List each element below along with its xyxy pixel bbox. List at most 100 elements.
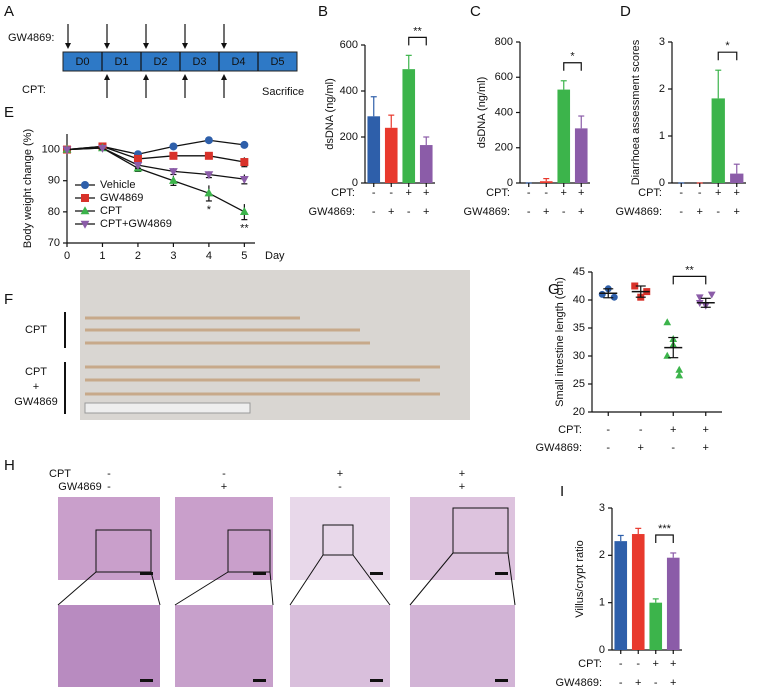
significance-bracket: [408, 36, 427, 46]
condition-sign: +: [670, 658, 676, 670]
marker: [675, 365, 684, 373]
marker: [707, 291, 716, 299]
group-label: CPT: [25, 324, 47, 336]
histology: [410, 497, 515, 580]
condition-sign: +: [459, 481, 465, 493]
x-tick-label: 5: [241, 250, 247, 262]
marker: [675, 371, 684, 379]
condition-sign: +: [638, 442, 644, 454]
y-tick-label: 600: [495, 71, 513, 83]
legend-label: GW4869: [100, 192, 143, 204]
y-tick-label: 200: [495, 142, 513, 154]
condition-sign: -: [619, 658, 623, 670]
row-label: GW4869:: [8, 32, 54, 44]
condition-sign: +: [423, 187, 429, 199]
significance-label: ***: [658, 523, 672, 535]
x-tick-label: 3: [170, 250, 176, 262]
condition-sign: -: [562, 206, 566, 218]
panel-letter: F: [4, 291, 13, 308]
condition-sign: -: [636, 658, 640, 670]
y-tick-label: 0: [599, 644, 605, 656]
significance-label: *: [570, 51, 575, 63]
legend-label: CPT: [100, 205, 122, 217]
condition-sign: -: [389, 187, 393, 199]
y-axis-label: Diarrhoea assessment scores: [630, 39, 642, 185]
scale-bar: [253, 679, 266, 682]
scale-bar: [370, 679, 383, 682]
condition-name: CPT:: [638, 187, 662, 199]
y-tick-label: 30: [573, 350, 585, 362]
y-tick-label: 70: [48, 237, 60, 249]
marker: [663, 351, 672, 359]
annotation: *: [207, 204, 212, 216]
histology: [410, 605, 515, 687]
significance-label: **: [413, 25, 422, 37]
condition-name: CPT: [49, 468, 71, 480]
bar: [649, 602, 663, 650]
series-line: [66, 145, 245, 163]
panel-letter: G: [548, 281, 560, 298]
significance-bracket: [717, 51, 738, 61]
bar: [614, 541, 628, 650]
marker: [98, 144, 107, 153]
marker: [239, 175, 249, 184]
condition-sign: -: [372, 206, 376, 218]
marker: [610, 293, 618, 301]
condition-sign: -: [407, 206, 411, 218]
condition-sign: +: [703, 442, 709, 454]
x-tick-label: 0: [64, 250, 70, 262]
y-tick-label: 1: [659, 130, 665, 142]
panel-letter: E: [4, 104, 14, 121]
panel-letter: I: [560, 483, 564, 500]
day-label: D4: [231, 56, 245, 68]
bar: [711, 98, 725, 183]
x-tick-label: 2: [135, 250, 141, 262]
condition-sign: +: [388, 206, 394, 218]
condition-sign: +: [578, 206, 584, 218]
series-line: [66, 147, 245, 180]
day-label: D3: [192, 56, 206, 68]
marker: [62, 146, 72, 155]
marker: [169, 142, 178, 151]
condition-sign: +: [543, 206, 549, 218]
condition-sign: -: [372, 187, 376, 199]
marker: [663, 318, 672, 326]
condition-sign: -: [654, 677, 658, 689]
row-label: CPT:: [22, 84, 46, 96]
y-tick-label: 3: [599, 502, 605, 514]
marker: [240, 158, 249, 167]
condition-name: GW4869:: [556, 677, 602, 689]
condition-sign: +: [337, 468, 343, 480]
condition-sign: +: [697, 206, 703, 218]
arrow-head: [104, 74, 110, 80]
ruler: [84, 402, 251, 414]
day-label: D0: [75, 56, 89, 68]
condition-sign: -: [606, 442, 610, 454]
condition-name: CPT:: [578, 658, 602, 670]
scale-bar: [370, 572, 383, 575]
y-axis-label: dsDNA (ng/ml): [324, 78, 336, 150]
y-tick-label: 400: [340, 85, 358, 97]
arrow-head: [65, 43, 71, 49]
marker: [169, 168, 178, 177]
y-tick-label: 0: [659, 177, 665, 189]
condition-sign: -: [671, 442, 675, 454]
arrow-head: [182, 43, 188, 49]
marker: [133, 154, 142, 163]
condition-name: GW4869:: [616, 206, 662, 218]
condition-sign: +: [635, 677, 641, 689]
y-tick-label: 600: [340, 39, 358, 51]
condition-sign: +: [423, 206, 429, 218]
condition-sign: +: [670, 424, 676, 436]
bar: [666, 557, 680, 650]
condition-sign: -: [606, 424, 610, 436]
day-label: D1: [114, 56, 128, 68]
day-label: D5: [270, 56, 284, 68]
y-axis-label: dsDNA (ng/ml): [476, 77, 488, 149]
condition-sign: -: [107, 468, 111, 480]
marker: [204, 188, 214, 197]
scale-bar: [253, 572, 266, 575]
condition-sign: -: [527, 206, 531, 218]
bar: [539, 181, 553, 183]
